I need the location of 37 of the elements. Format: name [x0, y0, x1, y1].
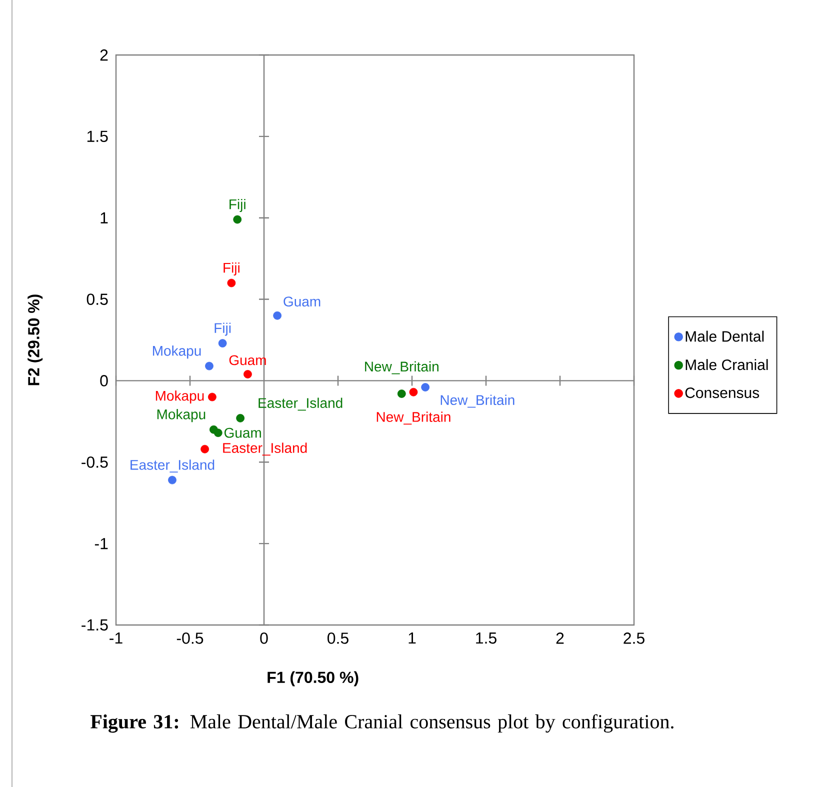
y-tick-label: -0.5 [82, 456, 108, 468]
data-label: Mokapu [157, 409, 206, 422]
x-tick-label: 1 [408, 632, 416, 644]
data-label: Guam [224, 428, 261, 438]
x-tick-label: 0 [260, 632, 268, 644]
y-tick-label: 1.5 [87, 130, 108, 142]
y-tick-label: -1 [94, 538, 108, 550]
y-tick-label: 1 [100, 212, 108, 224]
data-label: Fiji [214, 322, 231, 336]
data-label: Guam [284, 296, 320, 307]
legend-label: Consensus [685, 387, 760, 398]
data-label: New_Britain [365, 361, 438, 374]
x-axis-title: F1 (70.50 %) [268, 671, 358, 686]
data-label: New_Britain [376, 412, 450, 425]
data-label: Fiji [224, 262, 240, 276]
y-tick-label: -1.5 [82, 619, 108, 631]
x-tick-label: 2.5 [624, 632, 644, 644]
x-tick-label: 1.5 [476, 632, 496, 644]
data-label: Easter_Island [130, 460, 214, 473]
data-label: Mokapu [156, 390, 204, 404]
legend-label: Male Cranial [686, 359, 768, 370]
x-tick-label: 2 [556, 632, 564, 644]
data-label: Easter_Island [223, 442, 307, 456]
x-tick-label: 0.5 [328, 632, 348, 644]
data-label: Fiji [230, 198, 246, 212]
y-tick-label: 0 [100, 375, 108, 386]
data-label: Guam [229, 355, 266, 366]
x-tick-label: -1 [110, 632, 122, 644]
y-tick-label: 2 [100, 49, 108, 61]
legend-label: Male Dental [686, 330, 764, 342]
x-tick-label: -0.5 [176, 632, 204, 644]
data-label: Easter_Island [258, 398, 342, 411]
y-axis-title: F2 (29.50 %) [28, 294, 43, 386]
y-tick-label: 0.5 [86, 294, 108, 305]
data-label: New_Britain [440, 394, 514, 408]
text: Figure 31: Male Dental/Male Cranial consensus plot by configuration. [90, 714, 674, 733]
data-label: Mokapu [152, 346, 201, 359]
